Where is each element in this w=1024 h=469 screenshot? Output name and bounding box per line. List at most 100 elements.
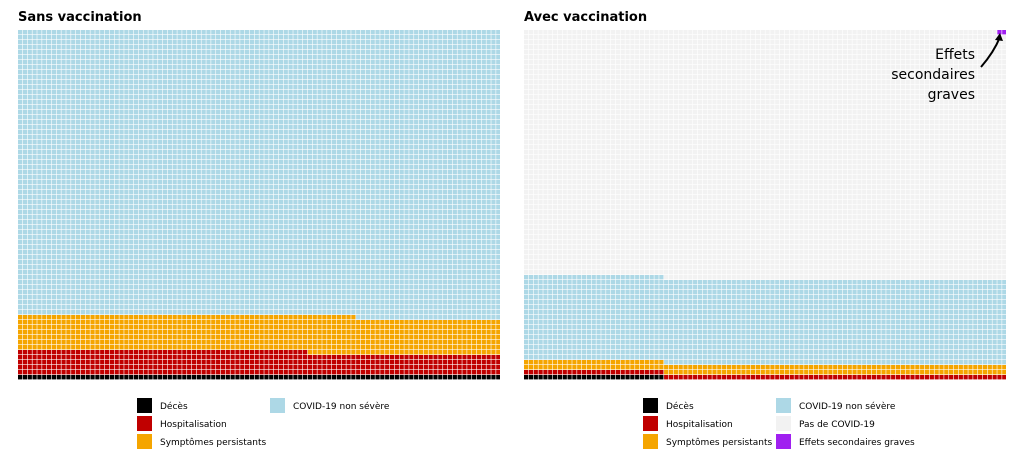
- waffle-cell-covid_non_severe: [95, 230, 100, 235]
- waffle-cell-covid_non_severe: [162, 195, 168, 200]
- waffle-cell-covid_non_severe: [18, 265, 23, 270]
- waffle-cell-covid_non_severe: [216, 220, 221, 225]
- waffle-cell-hospitalisation: [124, 355, 129, 360]
- waffle-cell-covid_non_severe: [133, 310, 139, 315]
- waffle-cell-covid_non_severe: [365, 240, 370, 245]
- waffle-cell-covid_non_severe: [370, 205, 375, 210]
- waffle-cell-hospitalisation: [336, 355, 342, 360]
- waffle-cell-covid_non_severe: [119, 195, 124, 200]
- waffle-cell-covid_non_severe: [80, 165, 86, 170]
- waffle-cell-covid_non_severe: [172, 165, 177, 170]
- waffle-cell-covid_non_severe: [191, 230, 197, 235]
- waffle-cell-hospitalisation: [327, 370, 332, 375]
- waffle-cell-covid_non_severe: [56, 195, 61, 200]
- waffle-cell-covid_non_severe: [37, 305, 42, 310]
- waffle-cell-covid_non_severe: [273, 135, 279, 140]
- waffle-cell-covid_non_severe: [385, 210, 390, 215]
- waffle-cell-symptomes: [90, 315, 95, 320]
- waffle-cell-covid_non_severe: [404, 235, 409, 240]
- waffle-cell-covid_non_severe: [162, 255, 168, 260]
- waffle-cell-symptomes: [476, 345, 482, 350]
- waffle-cell-hospitalisation: [496, 360, 500, 365]
- waffle-cell-covid_non_severe: [109, 210, 114, 215]
- waffle-cell-covid_non_severe: [481, 170, 486, 175]
- waffle-cell-hospitalisation: [288, 370, 293, 375]
- waffle-cell-symptomes: [496, 335, 500, 340]
- waffle-cell-covid_non_severe: [399, 195, 404, 200]
- waffle-cell-covid_non_severe: [476, 150, 482, 155]
- waffle-cell-symptomes: [216, 315, 221, 320]
- waffle-cell-covid_non_severe: [336, 150, 342, 155]
- waffle-cell-covid_non_severe: [360, 315, 366, 320]
- waffle-cell-covid_non_severe: [133, 210, 139, 215]
- waffle-cell-covid_non_severe: [18, 170, 23, 175]
- waffle-cell-covid_non_severe: [216, 250, 221, 255]
- waffle-cell-covid_non_severe: [486, 150, 491, 155]
- waffle-cell-covid_non_severe: [129, 190, 134, 195]
- waffle-cell-covid_non_severe: [191, 210, 197, 215]
- waffle-cell-covid_non_severe: [370, 250, 375, 255]
- waffle-cell-hospitalisation: [351, 360, 356, 365]
- waffle-cell-symptomes: [216, 340, 221, 345]
- waffle-cell-covid_non_severe: [138, 145, 143, 150]
- waffle-cell-deces: [322, 375, 327, 380]
- waffle-cell-covid_non_severe: [418, 300, 424, 305]
- waffle-cell-covid_non_severe: [288, 305, 293, 310]
- waffle-cell-covid_non_severe: [389, 150, 395, 155]
- waffle-cell-covid_non_severe: [119, 265, 124, 270]
- waffle-cell-symptomes: [423, 335, 428, 340]
- waffle-cell-covid_non_severe: [380, 270, 385, 275]
- waffle-cell-covid_non_severe: [119, 245, 124, 250]
- waffle-cell-covid_non_severe: [302, 215, 308, 220]
- waffle-cell-covid_non_severe: [230, 280, 235, 285]
- waffle-cell-covid_non_severe: [336, 250, 342, 255]
- waffle-cell-symptomes: [177, 315, 182, 320]
- waffle-cell-covid_non_severe: [322, 210, 327, 215]
- waffle-cell-covid_non_severe: [360, 165, 366, 170]
- waffle-cell-covid_non_severe: [143, 250, 148, 255]
- waffle-cell-covid_non_severe: [496, 155, 500, 160]
- waffle-cell-covid_non_severe: [288, 135, 293, 140]
- waffle-cell-hospitalisation: [56, 370, 61, 375]
- waffle-cell-covid_non_severe: [95, 255, 100, 260]
- waffle-cell-covid_non_severe: [133, 190, 139, 195]
- waffle-cell-covid_non_severe: [399, 290, 404, 295]
- waffle-cell-covid_non_severe: [61, 300, 66, 305]
- waffle-cell-covid_non_severe: [109, 255, 114, 260]
- waffle-cell-hospitalisation: [259, 365, 264, 370]
- waffle-cell-covid_non_severe: [56, 190, 61, 195]
- waffle-cell-symptomes: [254, 330, 259, 335]
- waffle-cell-covid_non_severe: [249, 275, 255, 280]
- waffle-cell-symptomes: [414, 320, 419, 325]
- waffle-cell-covid_non_severe: [428, 135, 433, 140]
- waffle-cell-covid_non_severe: [56, 300, 61, 305]
- waffle-cell-covid_non_severe: [351, 195, 356, 200]
- waffle-cell-covid_non_severe: [273, 140, 279, 145]
- waffle-cell-covid_non_severe: [298, 280, 303, 285]
- waffle-cell-covid_non_severe: [100, 285, 105, 290]
- waffle-cell-covid_non_severe: [138, 305, 143, 310]
- waffle-cell-covid_non_severe: [404, 225, 409, 230]
- waffle-cell-covid_non_severe: [133, 175, 139, 180]
- waffle-cell-covid_non_severe: [385, 285, 390, 290]
- waffle-cell-covid_non_severe: [22, 220, 28, 225]
- waffle-cell-covid_non_severe: [75, 230, 81, 235]
- waffle-cell-covid_non_severe: [457, 175, 462, 180]
- waffle-cell-covid_non_severe: [375, 175, 380, 180]
- waffle-cell-covid_non_severe: [158, 140, 163, 145]
- waffle-cell-covid_non_severe: [380, 250, 385, 255]
- waffle-cell-covid_non_severe: [462, 170, 467, 175]
- waffle-cell-covid_non_severe: [114, 250, 119, 255]
- waffle-cell-covid_non_severe: [254, 215, 259, 220]
- waffle-cell-covid_non_severe: [167, 300, 172, 305]
- waffle-cell-covid_non_severe: [225, 160, 230, 165]
- waffle-cell-covid_non_severe: [230, 230, 235, 235]
- waffle-cell-symptomes: [100, 330, 105, 335]
- waffle-cell-covid_non_severe: [356, 195, 361, 200]
- waffle-cell-covid_non_severe: [423, 305, 428, 310]
- waffle-cell-covid_non_severe: [452, 275, 457, 280]
- waffle-cell-symptomes: [317, 325, 322, 330]
- waffle-cell-symptomes: [278, 320, 284, 325]
- waffle-cell-covid_non_severe: [414, 200, 419, 205]
- waffle-cell-covid_non_severe: [283, 150, 288, 155]
